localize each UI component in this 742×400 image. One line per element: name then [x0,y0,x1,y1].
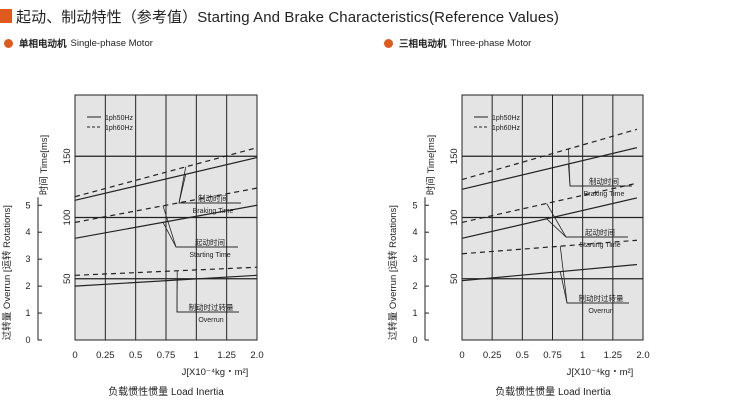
overrun-tick-label: 5 [25,200,30,210]
annotation-en-starting: Starting Time [189,252,230,259]
panel-label-single-phase: 单相电动机 Single-phase Motor [4,36,153,50]
legend-label: 1ph60Hz [105,125,134,132]
panel-label-three-phase: 三相电动机 Three-phase Motor [384,36,531,50]
x-tick-label: 1 [580,350,585,361]
panel-label-zh: 单相电动机 [19,39,67,50]
x-tick-label: 1 [194,350,199,361]
series-line-overrun-50hz [461,263,638,282]
series-line-starting-50hz [461,197,638,239]
panel-label-en: Single-phase Motor [70,37,153,49]
annotation-en-overrun: Overrun [588,308,613,315]
panel-label-en: Three-phase Motor [450,37,532,49]
series-line-braking-60hz [74,147,258,198]
overrun-tick-label: 1 [25,308,30,318]
header-accent-mark [0,9,12,23]
overrun-tick-label: 0 [25,335,30,345]
overrun-tick-label: 2 [25,281,30,291]
leader-line-starting [546,203,628,238]
annotation-zh-braking: 制动时间 [589,176,619,186]
time-tick-label: 100 [62,210,73,226]
leader-line-braking [568,148,632,187]
x-tick-label: 0 [72,350,77,361]
time-tick-label: 50 [62,273,73,284]
overrun-axis-title: 过转量 Overrun [运转 Rotations] [1,205,13,340]
x-tick-label: 2.0 [636,350,649,361]
x-tick-label: 0.25 [483,350,502,361]
x-tick-label: 2.0 [250,350,263,361]
series-line-braking-60hz [461,128,638,181]
x-tick-label: 0 [459,350,464,361]
annotation-zh-starting: 起动时间 [585,227,615,237]
annotation-en-braking: Braking Time [193,208,234,215]
annotation-en-overrun: Overrun [198,317,223,324]
section-header: 起动、制动特性（参考值）Starting And Brake Character… [0,6,559,26]
annotation-zh-overrun: 制动时过转量 [579,293,624,303]
annotation-zh-starting: 起动时间 [195,237,225,247]
x-tick-label: 0.25 [96,350,115,361]
bullet-icon [384,38,393,48]
time-axis-title: 时间 Time[ms] [425,135,437,195]
leader-line-braking [178,166,241,204]
annotation-en-braking: Braking Time [584,191,625,198]
time-tick-label: 150 [449,148,460,164]
overrun-tick-label: 4 [412,227,417,237]
overrun-tick-label: 3 [25,254,30,264]
time-tick-label: 100 [449,210,460,226]
overrun-tick-label: 0 [412,335,417,345]
annotation-en-starting: Starting Time [579,242,620,249]
leader-line-overrun [176,270,239,313]
time-axis-title: 时间 Time[ms] [38,135,50,195]
overrun-tick-label: 2 [412,281,417,291]
legend-label: 1ph50Hz [105,115,134,122]
overrun-tick-label: 3 [412,254,417,264]
leader-line-overrun [559,246,629,304]
x-tick-label: 0.75 [543,350,562,361]
series-line-starting-60hz [74,187,258,223]
x-tick-label: 0.5 [516,350,529,361]
series-line-starting-60hz [461,182,638,223]
x-tick-label: 0.5 [129,350,142,361]
x-axis-title: 负载惯性惯量 Load Inertia [108,385,224,398]
x-tick-label: 1.25 [217,350,236,361]
leader-line-starting [162,205,238,248]
legend-label: 1ph60Hz [492,125,521,132]
overrun-tick-label: 4 [25,227,30,237]
series-line-overrun-60hz [461,239,638,255]
overrun-axis-title: 过转量 Overrun [运转 Rotations] [387,205,399,340]
annotation-zh-overrun: 制动时过转量 [189,302,234,312]
overrun-tick-label: 1 [412,308,417,318]
legend-label: 1ph50Hz [492,115,521,122]
x-unit-label: J[X10⁻⁴kg・m²] [567,367,634,378]
time-tick-label: 50 [449,273,460,284]
time-tick-label: 150 [62,148,73,164]
x-unit-label: J[X10⁻⁴kg・m²] [182,367,249,378]
series-line-overrun-60hz [74,266,258,276]
series-line-braking-50hz [461,147,638,190]
panel-label-zh: 三相电动机 [399,39,447,50]
series-line-overrun-50hz [74,274,258,287]
series-line-braking-50hz [74,156,258,201]
bullet-icon [4,38,13,48]
series-line-starting-50hz [74,204,258,239]
x-tick-label: 0.75 [157,350,176,361]
x-tick-label: 1.25 [604,350,623,361]
x-axis-title: 负载惯性惯量 Load Inertia [495,385,611,398]
section-title: 起动、制动特性（参考值）Starting And Brake Character… [16,8,559,26]
annotation-zh-braking: 制动时间 [198,193,228,203]
overrun-tick-label: 5 [412,200,417,210]
